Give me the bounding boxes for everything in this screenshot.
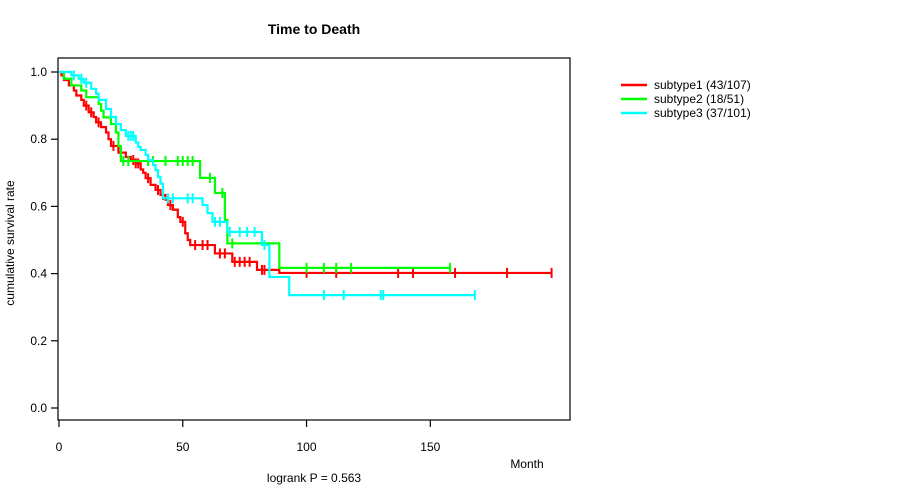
x-tick-label: 100 xyxy=(297,440,317,454)
x-axis: 0 50 100 150 xyxy=(56,420,441,454)
y-tick-label: 1.0 xyxy=(30,65,47,79)
survival-curve xyxy=(59,70,552,275)
survival-curve xyxy=(59,70,475,297)
series-3 xyxy=(59,70,476,301)
y-tick-label: 0.8 xyxy=(30,132,47,146)
x-tick-label: 50 xyxy=(176,440,190,454)
legend-label-3: subtype3 (37/101) xyxy=(654,106,751,120)
survival-curve xyxy=(59,70,451,269)
y-axis-label: cumulative survival rate xyxy=(3,180,17,306)
y-tick-label: 0.2 xyxy=(30,334,47,348)
y-tick-label: 0.4 xyxy=(30,267,47,281)
survival-curves xyxy=(59,70,553,301)
y-tick-label: 0.0 xyxy=(30,401,47,415)
legend-label-2: subtype2 (18/51) xyxy=(654,92,744,106)
x-tick-label: 0 xyxy=(56,440,63,454)
series-1 xyxy=(59,70,553,278)
chart-title: Time to Death xyxy=(268,21,360,37)
logrank-annotation: logrank P = 0.563 xyxy=(267,471,362,485)
series-2 xyxy=(59,70,452,273)
y-axis: 0.0 0.2 0.4 0.6 0.8 1.0 xyxy=(30,65,58,415)
plot-border xyxy=(57,57,571,421)
legend: subtype1 (43/107)subtype2 (18/51)subtype… xyxy=(621,78,751,120)
legend-label-1: subtype1 (43/107) xyxy=(654,78,751,92)
y-tick-label: 0.6 xyxy=(30,199,47,213)
x-tick-label: 150 xyxy=(420,440,440,454)
x-axis-unit-label: Month xyxy=(510,457,543,471)
